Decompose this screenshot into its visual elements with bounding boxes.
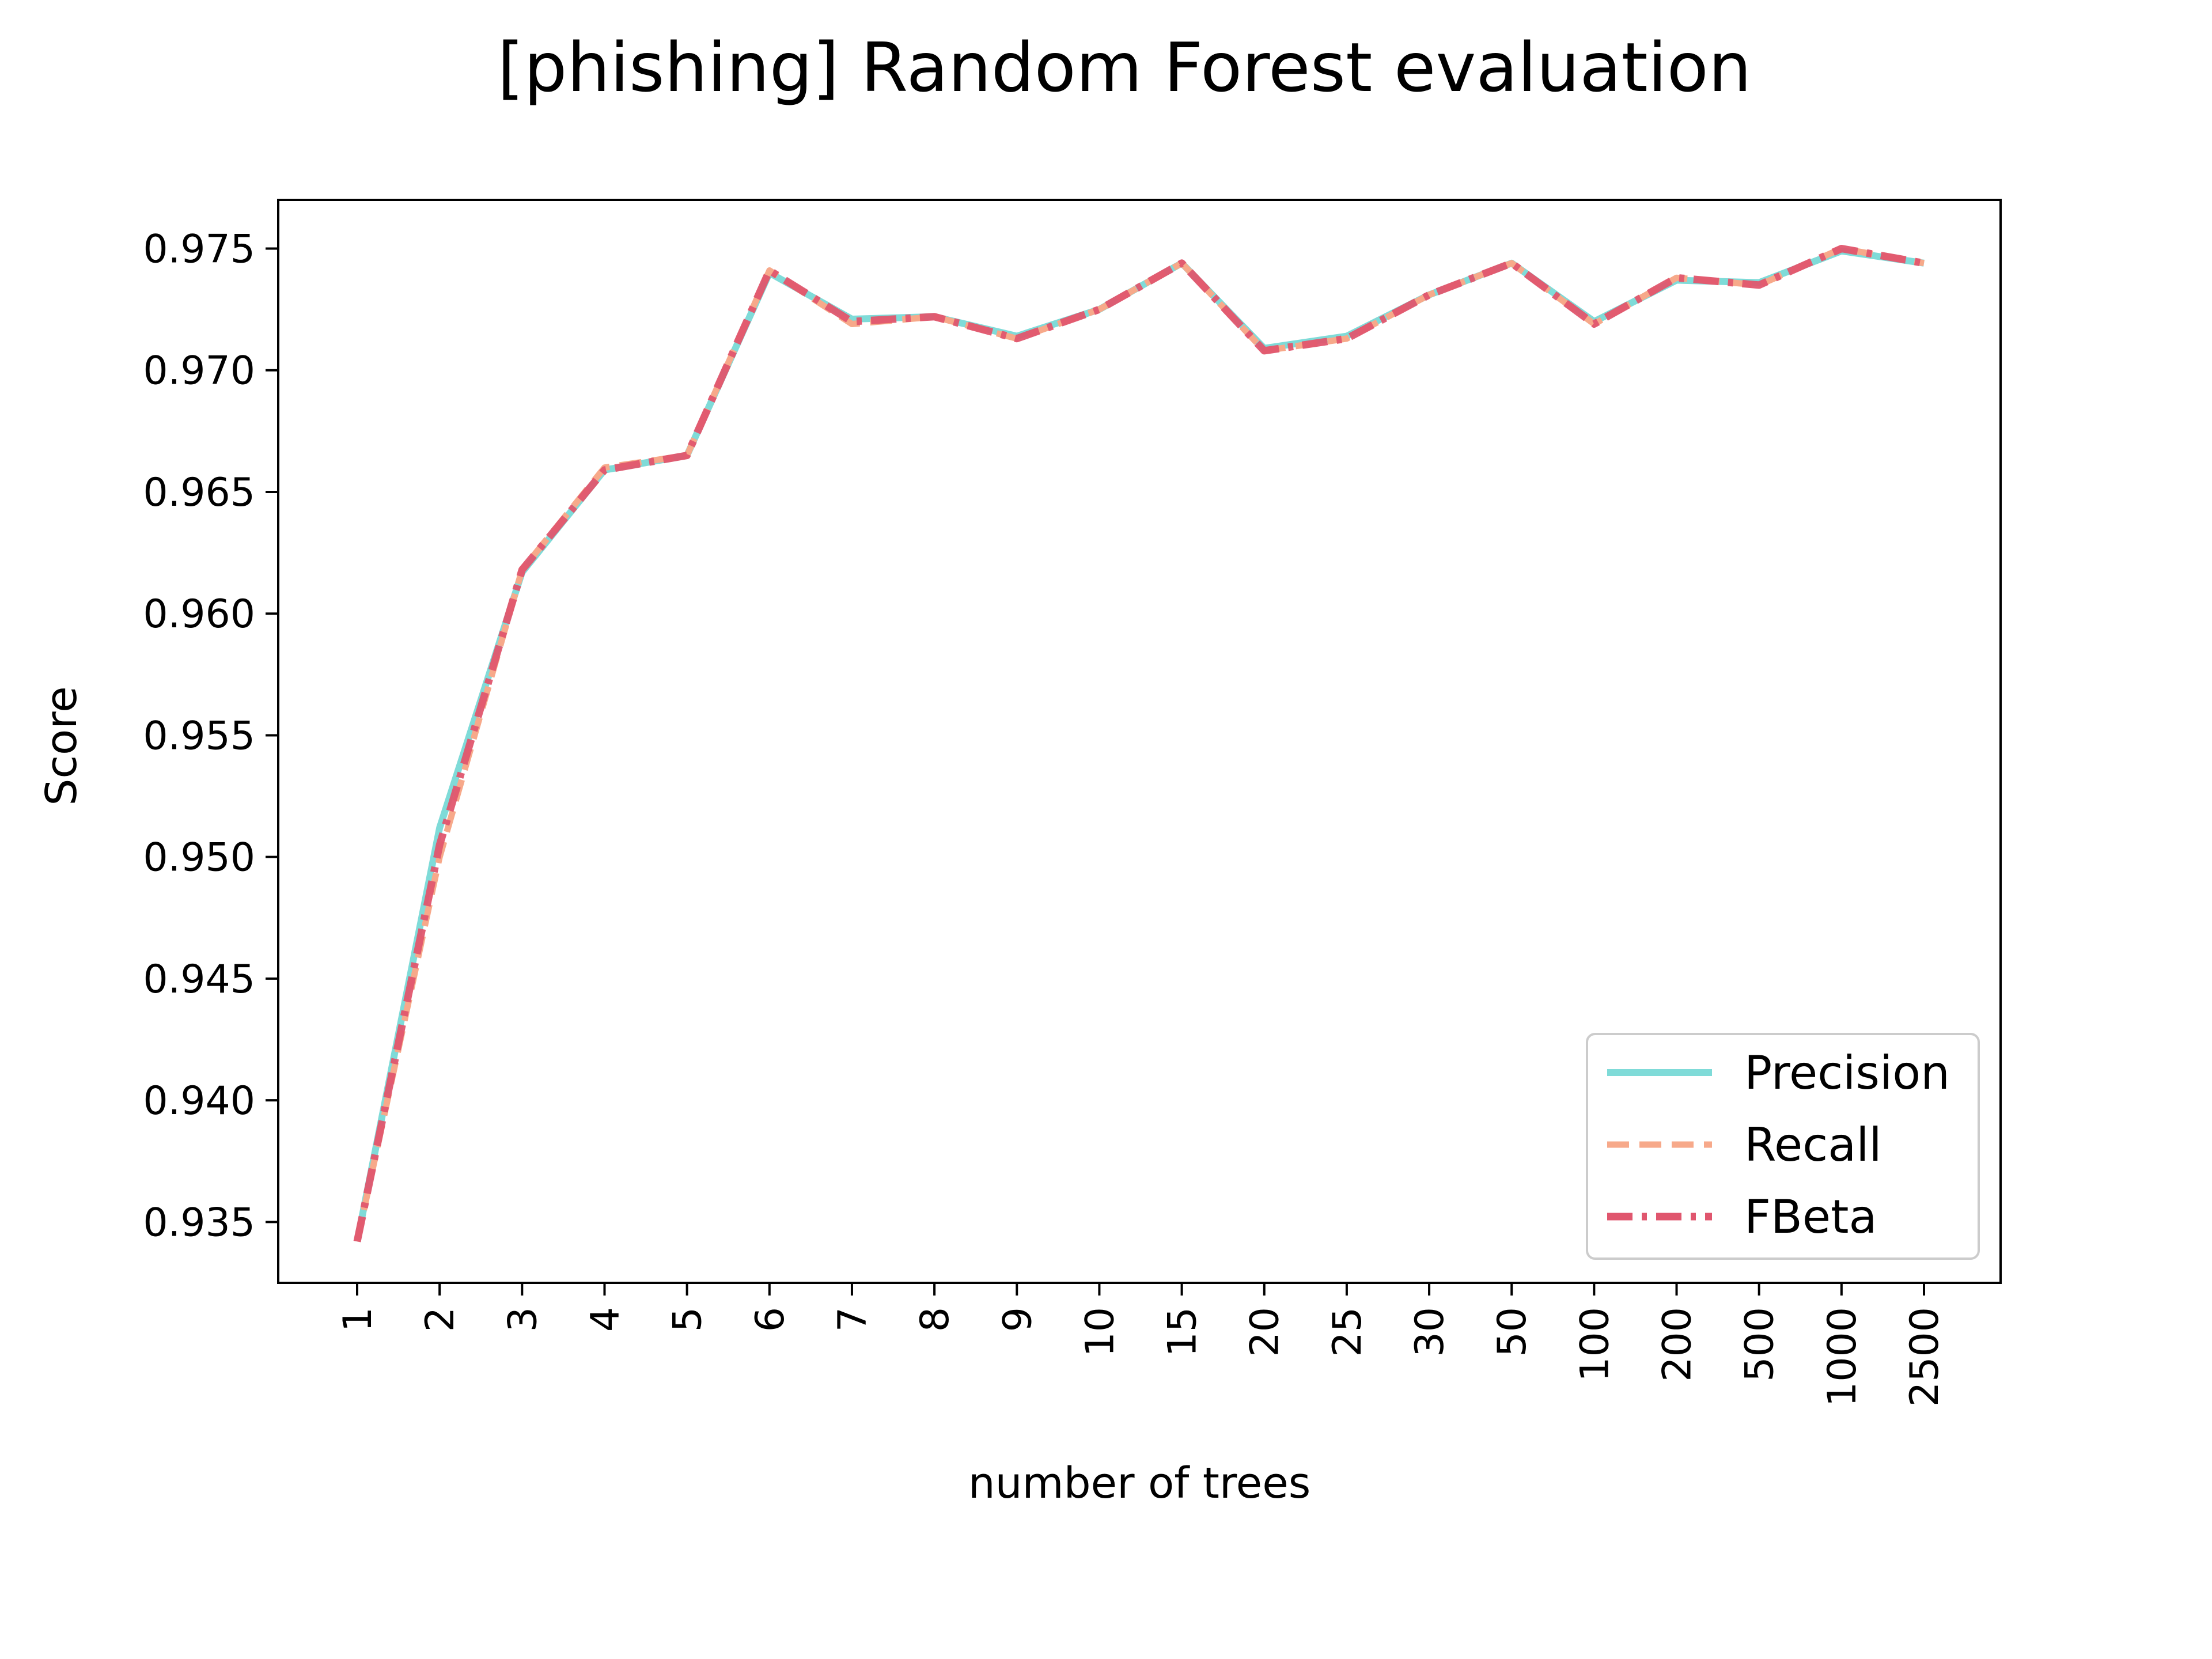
legend-label-fbeta: FBeta [1744,1190,1877,1244]
x-tick-label: 30 [1407,1307,1453,1357]
x-tick-label: 5 [665,1307,711,1332]
y-tick-label: 0.940 [143,1078,255,1124]
y-tick-label: 0.955 [143,713,255,759]
x-tick-label: 200 [1655,1307,1700,1382]
y-tick-label: 0.935 [143,1200,255,1245]
y-tick-label: 0.970 [143,349,255,394]
chart-title: [phishing] Random Forest evaluation [497,28,1751,107]
x-tick-label: 15 [1160,1307,1206,1357]
series-line-fbeta [353,245,1925,1243]
x-tick-label: 8 [912,1307,958,1332]
y-tick-label: 0.975 [143,226,255,272]
y-tick-label: 0.965 [143,470,255,516]
y-tick-label: 0.950 [143,835,255,881]
x-tick-label: 4 [582,1307,628,1332]
x-tick-label: 25 [1325,1307,1370,1357]
x-tick-label: 2 [418,1307,463,1332]
legend-label-recall: Recall [1744,1118,1882,1172]
x-tick-label: 500 [1737,1307,1783,1382]
y-tick-label: 0.945 [143,957,255,1002]
legend-box [1586,1033,1980,1260]
x-tick-label: 2500 [1902,1307,1948,1407]
x-tick-label: 20 [1243,1307,1288,1357]
plot-frame [277,199,2002,1284]
series-layer [353,245,1925,1243]
x-tick-label: 1 [335,1307,381,1332]
x-tick-label: 50 [1490,1307,1535,1357]
x-tick-label: 3 [500,1307,546,1332]
x-tick-label: 9 [995,1307,1040,1332]
x-tick-label: 7 [830,1307,876,1332]
y-axis: 0.935 0.940 0.945 0.950 0.955 0.960 0.965 0.970… [143,226,278,1245]
legend-label-precision: Precision [1744,1046,1950,1100]
legend: Precision Recall FBeta [1586,1033,1980,1260]
y-tick-label: 0.960 [143,592,255,637]
x-tick-label: 100 [1572,1307,1618,1382]
x-tick-label: 6 [748,1307,793,1332]
x-tick-label: 1000 [1820,1307,1865,1407]
x-tick-label: 10 [1077,1307,1123,1357]
x-axis: 1 2 3 4 5 6 7 8 9 10 15 20 25 30 50 100 200 500 1000 2500 [335,1283,1948,1407]
x-axis-label: number of trees [968,1459,1311,1508]
y-axis-label: Score [37,686,86,805]
